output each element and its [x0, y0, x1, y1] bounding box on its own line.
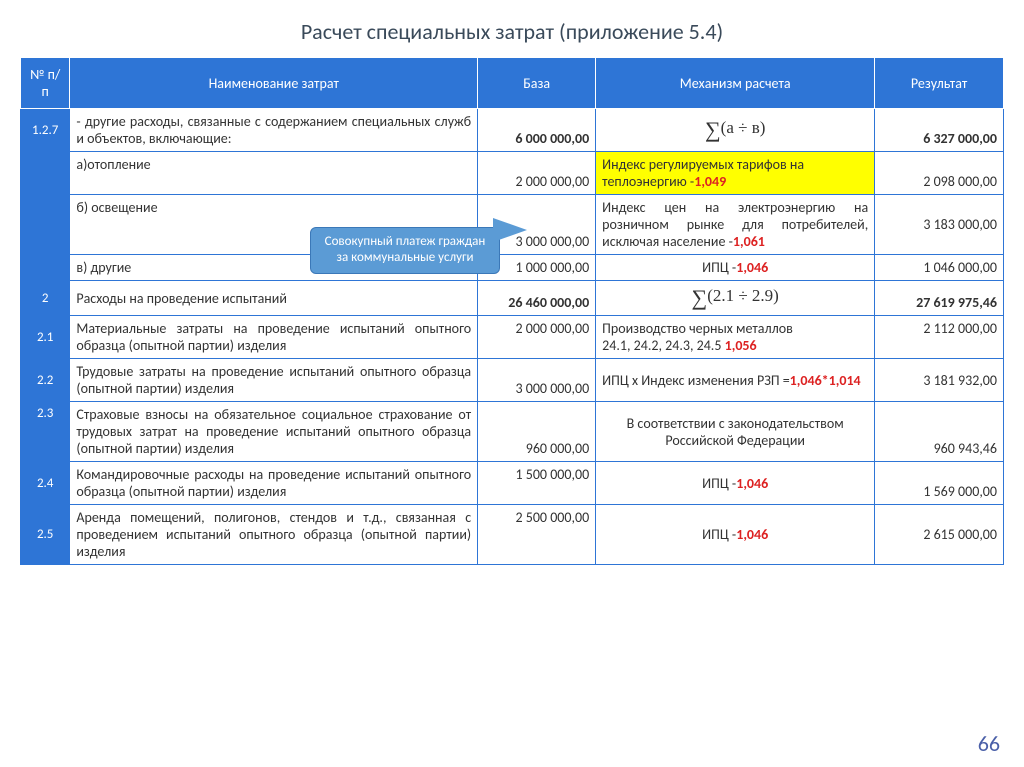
- row-name: Трудовые затраты на проведение испытаний…: [70, 359, 478, 402]
- cost-table: № п/п Наименование затрат База Механизм …: [20, 57, 1004, 565]
- row-mechanism: ИПЦ х Индекс изменения РЗП =1,046*1,014: [596, 359, 875, 402]
- row-name: Командировочные расходы на проведение ис…: [70, 462, 478, 505]
- row-name: Материальные затраты на проведение испыт…: [70, 316, 478, 359]
- mech-text: ИПЦ -: [702, 526, 736, 543]
- row-mechanism: ∑(а ÷ в): [596, 109, 875, 152]
- row-mechanism: Производство черных металлов 24.1, 24.2,…: [596, 316, 875, 359]
- row-mechanism: В соответствии с законодательством Росси…: [596, 402, 875, 462]
- mech-text: Производство черных металлов 24.1, 24.2,…: [602, 320, 793, 354]
- mech-value: 1,046: [736, 259, 768, 276]
- row-result: 960 943,46: [875, 402, 1004, 462]
- row-result: 2 112 000,00: [875, 316, 1004, 359]
- table-row: в) другие 1 000 000,00 ИПЦ -1,046 1 046 …: [21, 255, 1004, 281]
- col-mechanism: Механизм расчета: [596, 58, 875, 109]
- mech-value: 1,061: [733, 233, 765, 250]
- row-id: 2.4: [21, 462, 70, 505]
- col-name: Наименование затрат: [70, 58, 478, 109]
- callout-pointer-icon: [493, 218, 527, 242]
- row-id: 2.1: [21, 316, 70, 359]
- row-mechanism: ИПЦ -1,046: [596, 505, 875, 565]
- table-row: 2.5 Аренда помещений, полигонов, стендов…: [21, 505, 1004, 565]
- col-result: Результат: [875, 58, 1004, 109]
- mech-text: ИПЦ х Индекс изменения РЗП =: [602, 372, 790, 389]
- row-name: Страховые взносы на обязательное социаль…: [70, 402, 478, 462]
- callout-bubble: Совокупный платеж граждан за коммунальны…: [310, 227, 500, 274]
- row-id: 2: [21, 281, 70, 316]
- row-name: - другие расходы, связанные с содержание…: [70, 109, 478, 152]
- row-id: [21, 255, 70, 281]
- row-name: Аренда помещений, полигонов, стендов и т…: [70, 505, 478, 565]
- row-base: 6 000 000,00: [478, 109, 596, 152]
- table-row: 1.2.7 - другие расходы, связанные с соде…: [21, 109, 1004, 152]
- mech-value: 1,046: [736, 475, 768, 492]
- mech-value: 1,046*1,014: [790, 372, 861, 389]
- row-mechanism: ИПЦ -1,046: [596, 255, 875, 281]
- table-row: 2.4 Командировочные расходы на проведени…: [21, 462, 1004, 505]
- row-result: 27 619 975,46: [875, 281, 1004, 316]
- row-base: 2 000 000,00: [478, 316, 596, 359]
- col-number: № п/п: [21, 58, 70, 109]
- row-base: 2 000 000,00: [478, 152, 596, 195]
- row-base: 1 500 000,00: [478, 462, 596, 505]
- mech-text: ИПЦ -: [702, 475, 736, 492]
- row-base: 2 500 000,00: [478, 505, 596, 565]
- mech-value: 1,049: [694, 173, 726, 190]
- mech-value: 1,046: [736, 526, 768, 543]
- mech-text: ИПЦ -: [702, 259, 736, 276]
- col-base: База: [478, 58, 596, 109]
- row-id: [21, 152, 70, 195]
- row-result: 1 046 000,00: [875, 255, 1004, 281]
- row-base: 3 000 000,00: [478, 359, 596, 402]
- row-id: 1.2.7: [21, 109, 70, 152]
- mech-value: 1,056: [725, 337, 757, 354]
- row-mechanism: Индекс регулируемых тарифов на теплоэнер…: [596, 152, 875, 195]
- table-row: а)отопление 2 000 000,00 Индекс регулиру…: [21, 152, 1004, 195]
- row-result: 3 183 000,00: [875, 195, 1004, 255]
- row-result: 2 098 000,00: [875, 152, 1004, 195]
- row-result: 3 181 932,00: [875, 359, 1004, 402]
- row-base: 960 000,00: [478, 402, 596, 462]
- page-title: Расчет специальных затрат (приложение 5.…: [0, 0, 1024, 57]
- row-mechanism: Индекс цен на электроэнергию на рознично…: [596, 195, 875, 255]
- row-result: 1 569 000,00: [875, 462, 1004, 505]
- row-id: [21, 195, 70, 255]
- table-row: 2.1 Материальные затраты на проведение и…: [21, 316, 1004, 359]
- row-result: 2 615 000,00: [875, 505, 1004, 565]
- table-row: 2.2 Трудовые затраты на проведение испыт…: [21, 359, 1004, 402]
- row-base: 26 460 000,00: [478, 281, 596, 316]
- row-id: 2.3: [21, 402, 70, 462]
- row-mechanism: ИПЦ -1,046: [596, 462, 875, 505]
- row-name: а)отопление: [70, 152, 478, 195]
- row-id: 2.2: [21, 359, 70, 402]
- table-row: 2.3 Страховые взносы на обязательное соц…: [21, 402, 1004, 462]
- row-id: 2.5: [21, 505, 70, 565]
- row-result: 6 327 000,00: [875, 109, 1004, 152]
- header-row: № п/п Наименование затрат База Механизм …: [21, 58, 1004, 109]
- row-mechanism: ∑(2.1 ÷ 2.9): [596, 281, 875, 316]
- row-name: Расходы на проведение испытаний: [70, 281, 478, 316]
- page-number: 66: [978, 730, 1000, 757]
- table-row: 2 Расходы на проведение испытаний 26 460…: [21, 281, 1004, 316]
